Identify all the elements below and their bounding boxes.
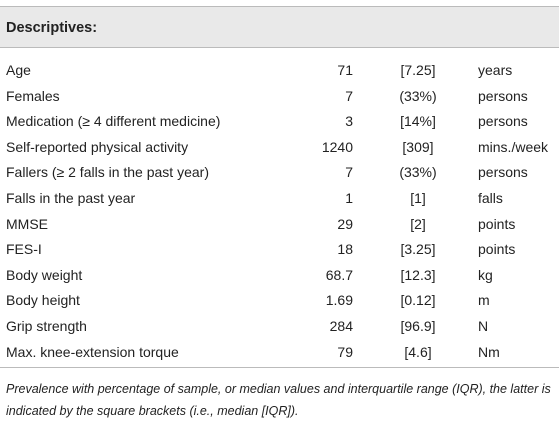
row-unit: points [478,215,516,232]
row-value: 3 [345,113,353,130]
row-label: Age [6,62,31,78]
row-label: Females [6,87,60,104]
row-spread: (33%) [399,164,437,181]
row-unit: years [478,62,513,78]
row-label: MMSE [6,215,48,232]
row-spread: [309] [402,138,434,155]
row-unit: mins./week [478,138,549,155]
row-value: 1.69 [325,292,353,309]
row-spread: [12.3] [400,266,436,283]
row-unit: points [478,241,516,258]
row-label: Self-reported physical activity [6,138,189,155]
row-label: FES-I [6,241,42,258]
row-value: 284 [329,318,353,334]
row-unit: persons [478,164,528,181]
row-unit: Nm [478,343,500,360]
row-unit: m [478,292,490,309]
table-title: Descriptives: [6,20,98,36]
row-spread: (33%) [399,87,437,104]
row-value: 79 [337,343,353,360]
row-unit: N [478,318,489,334]
row-label: Medication (≥ 4 different medicine) [6,113,221,130]
row-value: 18 [337,241,353,258]
row-label: Max. knee-extension torque [6,343,179,360]
row-value: 29 [337,215,353,232]
row-value: 1240 [321,138,353,155]
row-value: 71 [337,62,353,78]
row-spread: [2] [410,215,426,232]
footnote: Prevalence with percentage of sample, or… [6,382,551,418]
table-header: Descriptives: [0,6,559,48]
row-spread: [1] [410,190,426,206]
row-unit: persons [478,113,528,130]
row-unit: falls [478,190,503,206]
row-spread: [0.12] [400,292,436,309]
row-unit: persons [478,87,528,104]
row-spread: [7.25] [400,62,436,78]
row-spread: [96.9] [400,318,436,334]
row-spread: [3.25] [400,241,436,258]
row-spread: [4.6] [404,343,432,360]
row-unit: kg [478,266,493,283]
row-label: Falls in the past year [6,190,136,206]
row-value: 7 [345,164,353,181]
row-label: Body height [6,292,80,309]
row-label: Grip strength [6,318,87,334]
row-label: Body weight [6,266,83,283]
row-value: 1 [345,190,353,206]
row-value: 68.7 [325,266,353,283]
row-spread: [14%] [400,113,436,130]
row-value: 7 [345,87,353,104]
table-rule [0,367,559,368]
row-label: Fallers (≥ 2 falls in the past year) [6,164,209,181]
